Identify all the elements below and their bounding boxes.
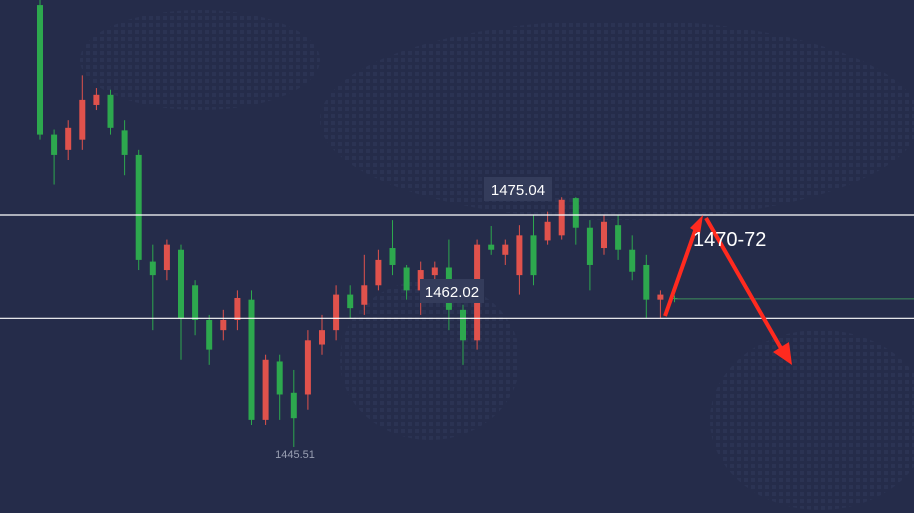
candle-body [51,134,58,155]
candle-body [93,94,100,105]
price-label: 1462.02 [425,284,479,301]
target-label: 1470-72 [693,229,766,251]
candle-body [107,94,114,128]
arrow-head [690,215,703,234]
candle-body [586,227,593,265]
price-label: 1445.51 [275,449,315,461]
candle-body [37,5,43,135]
label-box [420,279,484,303]
candle-body [460,309,466,341]
arrow-up [663,227,698,317]
candle-body [135,154,142,260]
candle-body [530,235,537,276]
candle-body [544,221,551,241]
candle-body [643,264,650,300]
candle-body [65,127,72,150]
price-label: 1475.04 [491,182,545,199]
candle-body [121,130,128,155]
candle-body [290,392,297,419]
arrow-down [704,217,784,351]
candle-body [163,244,170,271]
candle-body [276,361,283,395]
candle-body [488,244,495,250]
candle-body [149,261,156,276]
candle-body [389,248,396,265]
candle-body [629,249,636,272]
candle-body [375,259,382,286]
candle-body [601,221,607,249]
candle-body [347,294,354,309]
candle-body [248,299,255,420]
candle-body [657,294,664,300]
candle-body [403,267,410,291]
candle-body [178,249,184,319]
arrow-head [773,342,792,365]
candle-body [333,294,340,331]
candle-body [615,225,622,250]
candle-body [304,340,311,395]
candle-body [192,285,199,320]
candle-body [234,297,241,320]
candle-body [206,319,213,350]
candle-body [220,319,227,331]
candle-body [558,199,565,236]
candle-body [502,244,509,255]
candle-body [361,285,368,305]
candle-body [516,235,523,276]
candle-body [79,99,86,140]
trend-arrows [663,215,792,365]
candle-body [572,198,579,228]
candle-body [262,359,269,420]
candle-body [319,330,325,345]
candle-body [431,267,438,276]
label-box [484,177,552,201]
